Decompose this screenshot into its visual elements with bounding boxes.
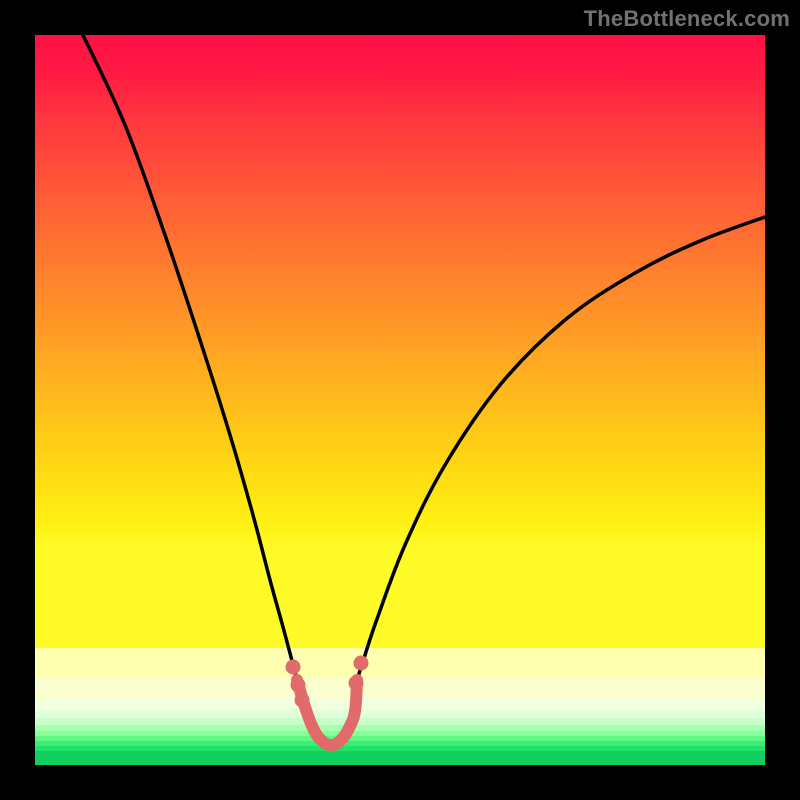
- marker-dot: [286, 660, 301, 675]
- curve-left: [83, 35, 297, 680]
- chart-container: TheBottleneck.com: [0, 0, 800, 800]
- curve-bottom-connector: [297, 680, 357, 745]
- curve-layer: [35, 35, 765, 765]
- plot-area: [35, 35, 765, 765]
- curve-right: [357, 217, 765, 680]
- marker-dot: [354, 656, 369, 671]
- marker-dot: [295, 693, 310, 708]
- watermark-text: TheBottleneck.com: [584, 6, 790, 32]
- marker-dot: [349, 676, 364, 691]
- marker-dot: [291, 678, 306, 693]
